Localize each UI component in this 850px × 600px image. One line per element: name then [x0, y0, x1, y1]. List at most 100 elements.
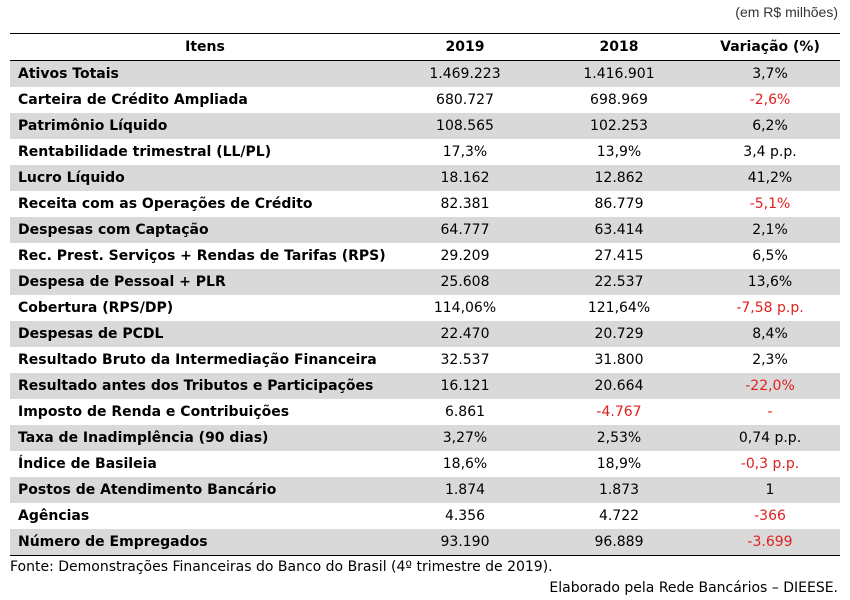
table-row: Carteira de Crédito Ampliada 680.727 698.9… [10, 87, 840, 113]
row-value-2019: 22.470 [392, 321, 538, 347]
row-value-2018: 63.414 [538, 217, 700, 243]
row-variation: 3,4 p.p. [743, 144, 797, 160]
row-item: Carteira de Crédito Ampliada [18, 92, 248, 108]
row-variation: 6,2% [700, 113, 840, 139]
row-value-2019: 18.162 [392, 165, 538, 191]
row-value-2019: 680.727 [436, 92, 494, 108]
financial-table: Itens 2019 2018 Variação (%) Ativos Tota… [10, 33, 840, 556]
row-value-2019: 4.356 [444, 508, 486, 524]
row-value-2019: 29.209 [440, 248, 490, 264]
source-note: Fonte: Demonstrações Financeiras do Banc… [10, 559, 553, 575]
table-row: Despesas com Captação 64.777 63.414 2,1% [10, 217, 840, 243]
header-items: Itens [10, 33, 392, 61]
table-row: Rec. Prest. Serviços + Rendas de Tarifas… [10, 243, 840, 269]
row-value-2018: 86.779 [594, 196, 644, 212]
row-value-2018: 121,64% [587, 300, 651, 316]
row-variation: 6,5% [752, 248, 788, 264]
row-value-2019: 25.608 [392, 269, 538, 295]
header-2019: 2019 [392, 33, 538, 61]
table-row: Despesa de Pessoal + PLR 25.608 22.537 13,6… [10, 269, 840, 295]
row-item: Resultado Bruto da Intermediação Finance… [18, 352, 377, 368]
row-value-2019: 18,6% [442, 456, 488, 472]
row-item: Despesa de Pessoal + PLR [10, 269, 392, 295]
row-value-2018: 2,53% [538, 425, 700, 451]
row-value-2018: 22.537 [538, 269, 700, 295]
row-value-2018: 1.416.901 [538, 60, 700, 87]
table-row: Agências 4.356 4.722 -366 [10, 503, 840, 529]
table-row: Índice de Basileia 18,6% 18,9% -0,3 p.p. [10, 451, 840, 477]
row-value-2019: 6.861 [444, 404, 486, 420]
row-value-2019: 32.537 [440, 352, 490, 368]
row-item: Rec. Prest. Serviços + Rendas de Tarifas… [18, 248, 386, 264]
table-body: Ativos Totais 1.469.223 1.416.901 3,7% Carte… [10, 60, 840, 556]
row-item: Número de Empregados [10, 529, 392, 556]
row-item: Ativos Totais [10, 60, 392, 87]
row-value-2018: 20.664 [538, 373, 700, 399]
row-item: Lucro Líquido [10, 165, 392, 191]
row-variation: -7,58 p.p. [736, 300, 804, 316]
row-value-2019: 1.874 [392, 477, 538, 503]
row-value-2018: 20.729 [538, 321, 700, 347]
row-variation: - [767, 404, 773, 420]
row-value-2018: 1.873 [538, 477, 700, 503]
row-variation: -5,1% [749, 196, 791, 212]
row-item: Despesas com Captação [10, 217, 392, 243]
row-value-2019: 108.565 [392, 113, 538, 139]
table-row: Resultado antes dos Tributos e Participa… [10, 373, 840, 399]
row-variation: 8,4% [700, 321, 840, 347]
row-value-2018: 4.722 [598, 508, 640, 524]
table-row: Resultado Bruto da Intermediação Finance… [10, 347, 840, 373]
row-item: Taxa de Inadimplência (90 dias) [10, 425, 392, 451]
table-row: Rentabilidade trimestral (LL/PL) 17,3% 13,… [10, 139, 840, 165]
row-value-2018: 698.969 [590, 92, 648, 108]
row-value-2018: 31.800 [594, 352, 644, 368]
row-variation: 41,2% [700, 165, 840, 191]
row-item: Cobertura (RPS/DP) [18, 300, 174, 316]
row-item: Imposto de Renda e Contribuições [18, 404, 290, 420]
row-value-2018: 27.415 [594, 248, 644, 264]
row-value-2019: 82.381 [440, 196, 490, 212]
row-item: Índice de Basileia [18, 456, 157, 472]
row-value-2018: -4.767 [596, 404, 642, 420]
row-variation: -366 [754, 508, 786, 524]
row-item: Despesas de PCDL [10, 321, 392, 347]
table-row: Ativos Totais 1.469.223 1.416.901 3,7% [10, 60, 840, 87]
row-variation: -2,6% [749, 92, 791, 108]
row-value-2018: 102.253 [538, 113, 700, 139]
unit-note: (em R$ milhões) [735, 4, 838, 20]
row-item: Agências [18, 508, 90, 524]
row-variation: 13,6% [700, 269, 840, 295]
row-value-2018: 18,9% [596, 456, 642, 472]
table-row: Imposto de Renda e Contribuições 6.861 -4.… [10, 399, 840, 425]
row-item: Postos de Atendimento Bancário [10, 477, 392, 503]
row-variation: 0,74 p.p. [700, 425, 840, 451]
row-item: Resultado antes dos Tributos e Participa… [10, 373, 392, 399]
row-value-2019: 17,3% [442, 144, 488, 160]
row-value-2019: 64.777 [392, 217, 538, 243]
table-row: Cobertura (RPS/DP) 114,06% 121,64% -7,58 p.… [10, 295, 840, 321]
row-variation: -22,0% [700, 373, 840, 399]
row-value-2019: 16.121 [392, 373, 538, 399]
row-item: Receita com as Operações de Crédito [18, 196, 313, 212]
row-value-2018: 96.889 [538, 529, 700, 556]
row-value-2019: 3,27% [392, 425, 538, 451]
row-variation: 3,7% [700, 60, 840, 87]
table-row: Postos de Atendimento Bancário 1.874 1.873… [10, 477, 840, 503]
row-value-2018: 13,9% [596, 144, 642, 160]
row-value-2018: 12.862 [538, 165, 700, 191]
row-item: Patrimônio Líquido [10, 113, 392, 139]
credit-note: Elaborado pela Rede Bancários – DIEESE. [549, 580, 838, 596]
row-value-2019: 93.190 [392, 529, 538, 556]
row-variation: -0,3 p.p. [740, 456, 800, 472]
row-variation: 2,3% [752, 352, 788, 368]
table-row: Receita com as Operações de Crédito 82.38… [10, 191, 840, 217]
row-variation: 1 [700, 477, 840, 503]
header-row: Itens 2019 2018 Variação (%) [10, 33, 840, 61]
row-variation: -3.699 [700, 529, 840, 556]
row-item: Rentabilidade trimestral (LL/PL) [18, 144, 272, 160]
header-variation: Variação (%) [700, 33, 840, 61]
row-value-2019: 114,06% [433, 300, 497, 316]
header-2018: 2018 [538, 33, 700, 61]
table-row: Taxa de Inadimplência (90 dias) 3,27% 2,53… [10, 425, 840, 451]
table-row: Número de Empregados 93.190 96.889 -3.699 [10, 529, 840, 556]
